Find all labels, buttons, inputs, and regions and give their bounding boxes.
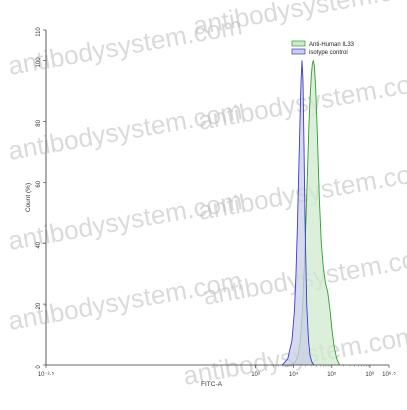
y-tick-label: 80	[36, 119, 42, 126]
watermark-text: antibodysystem.com	[191, 0, 407, 41]
x-tick-label: 10³	[251, 372, 260, 378]
x-tick-label: 10⁶·⁵	[382, 371, 396, 378]
legend-swatch	[291, 48, 306, 55]
legend-swatch	[291, 40, 306, 47]
legend-label: Anti-Human IL33	[309, 42, 355, 48]
watermark-layer: antibodysystem.comantibodysystem.comanti…	[6, 0, 407, 391]
x-tick-label: 10⁻²·⁵	[38, 371, 55, 378]
legend: Anti-Human IL33 isotype control	[291, 40, 355, 56]
x-tick-label: 10⁶	[365, 371, 375, 378]
x-tick-label: 10⁴	[289, 371, 299, 378]
series-layer	[281, 60, 340, 366]
axes-layer: 0 20 40 60 80 100 110 10⁻²·⁵ 10³ 10⁴ 10⁵ 10⁶ 10⁶·⁵ FI…	[25, 27, 396, 388]
x-axis-title: FITC-A	[201, 381, 223, 388]
y-tick-label: 110	[36, 27, 42, 37]
series-line-1	[281, 60, 315, 366]
y-tick-label: 100	[36, 57, 42, 68]
y-tick-label: 40	[36, 241, 42, 248]
y-tick-label: 0	[36, 365, 42, 369]
y-tick-label: 60	[36, 180, 42, 187]
legend-label: isotype control	[309, 50, 348, 56]
y-axis-title: Count (%)	[25, 183, 32, 212]
y-tick-label: 20	[36, 302, 42, 309]
x-tick-label: 10⁵	[327, 371, 337, 378]
